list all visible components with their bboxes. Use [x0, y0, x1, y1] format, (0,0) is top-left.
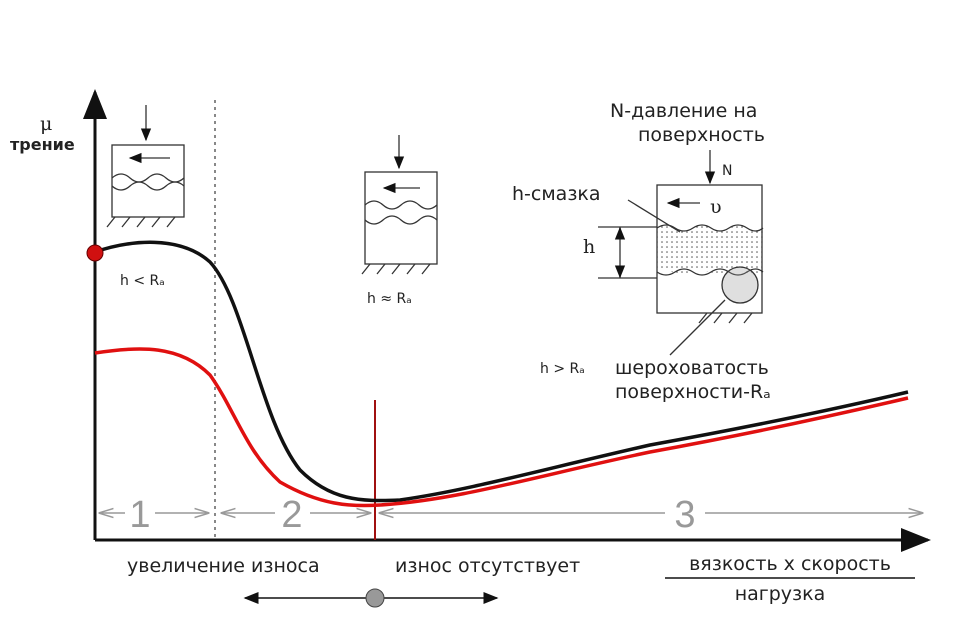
regime-number: 3 — [674, 494, 695, 536]
contact-icon — [361, 135, 438, 275]
wear-marker — [365, 588, 385, 608]
detail-label: υ — [710, 196, 722, 218]
film-label: h < Rₐ — [120, 273, 165, 289]
film-label: h ≈ Rₐ — [367, 291, 412, 307]
detail-label: N — [722, 163, 732, 179]
wear-label: увеличение износа — [127, 555, 320, 577]
contact-icon — [106, 105, 185, 228]
x-label-denominator: нагрузка — [735, 583, 826, 605]
start-dot — [86, 244, 104, 262]
detail-label: h — [583, 236, 595, 258]
detail-icon — [598, 150, 764, 356]
film-label: h > Rₐ — [540, 361, 585, 377]
curve-red — [94, 347, 909, 508]
detail-label: h-смазка — [512, 183, 601, 205]
detail-label: поверхности-Rₐ — [615, 381, 771, 403]
wear-label: износ отсутствует — [395, 555, 580, 577]
regime-number: 2 — [281, 494, 302, 536]
y-symbol: μ — [40, 113, 52, 135]
detail-label: N-давление на — [610, 100, 757, 122]
regime-number: 1 — [129, 494, 150, 536]
detail-label: шероховатость — [615, 357, 769, 379]
x-label-numerator: вязкость x скорость — [689, 553, 891, 575]
detail-label: поверхность — [638, 124, 765, 146]
y-label: трение — [10, 135, 75, 154]
curve-black — [94, 240, 909, 503]
